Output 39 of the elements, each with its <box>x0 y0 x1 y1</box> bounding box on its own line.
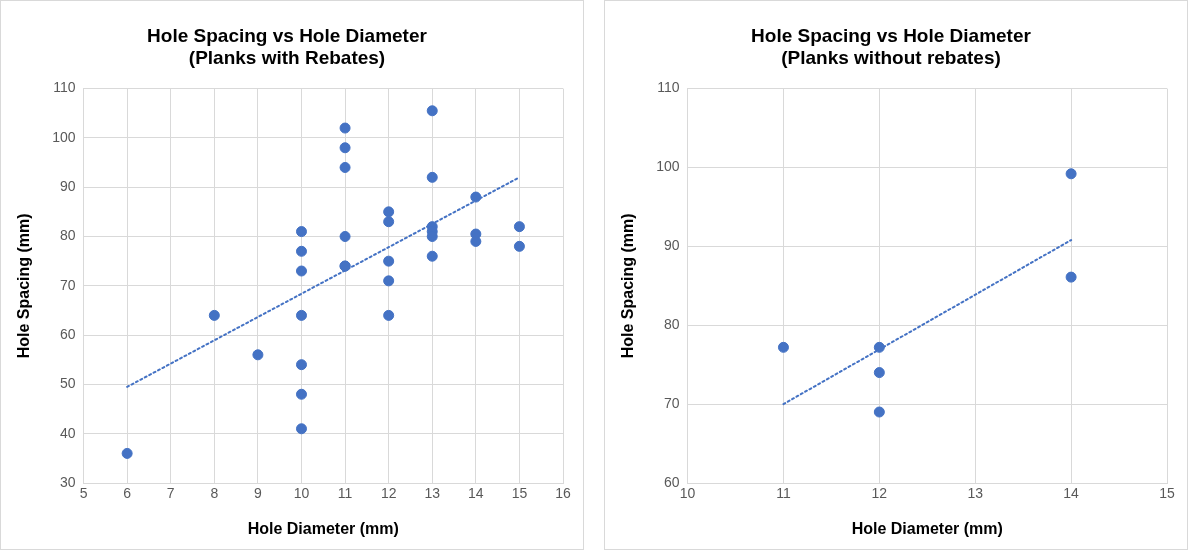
y-axis-title: Hole Spacing (mm) <box>15 213 33 359</box>
x-tick-label: 15 <box>511 485 528 502</box>
x-tick-label: 11 <box>337 485 353 502</box>
y-axis-title: Hole Spacing (mm) <box>619 213 637 359</box>
y-tick-label: 110 <box>657 79 680 96</box>
y-tick-label: 70 <box>59 276 76 293</box>
x-tick-label: 16 <box>555 485 571 502</box>
x-tick-label: 6 <box>123 485 132 502</box>
x-tick-label: 14 <box>468 485 484 502</box>
chart-title: Hole Spacing vs Hole Diameter (Planks without rebates) <box>751 24 1032 69</box>
y-tick-label: 70 <box>663 394 680 411</box>
x-tick-label: 9 <box>254 485 262 502</box>
x-tick-label: 15 <box>1159 485 1175 502</box>
y-tick-label: 40 <box>59 424 76 441</box>
y-tick-label: 100 <box>656 158 680 175</box>
x-tick-label: 13 <box>967 485 984 502</box>
y-tick-label: 80 <box>59 227 76 244</box>
y-tick-label: 100 <box>52 128 76 145</box>
y-tick-label: 90 <box>59 178 76 195</box>
y-tick-label: 30 <box>59 473 76 490</box>
y-tick-label: 50 <box>59 375 76 392</box>
x-axis-title: Hole Diameter (mm) <box>247 519 399 537</box>
x-tick-label: 10 <box>293 485 310 502</box>
x-tick-label: 12 <box>380 485 397 502</box>
x-tick-label: 10 <box>679 485 696 502</box>
y-tick-label: 90 <box>663 237 680 254</box>
y-tick-label: 80 <box>663 316 680 333</box>
y-tick-label: 60 <box>59 325 76 342</box>
chart-title: Hole Spacing vs Hole Diameter (Planks with Rebates) <box>147 24 428 69</box>
x-axis-title: Hole Diameter (mm) <box>851 519 1003 537</box>
x-tick-label: 7 <box>166 485 175 502</box>
y-tick-label: 110 <box>53 79 76 96</box>
x-tick-label: 11 <box>776 485 791 502</box>
x-tick-label: 12 <box>871 485 888 502</box>
x-tick-label: 14 <box>1063 485 1080 502</box>
x-tick-label: 5 <box>79 485 88 502</box>
x-tick-label: 13 <box>424 485 441 502</box>
x-tick-label: 8 <box>210 485 219 502</box>
y-tick-label: 60 <box>663 473 680 490</box>
